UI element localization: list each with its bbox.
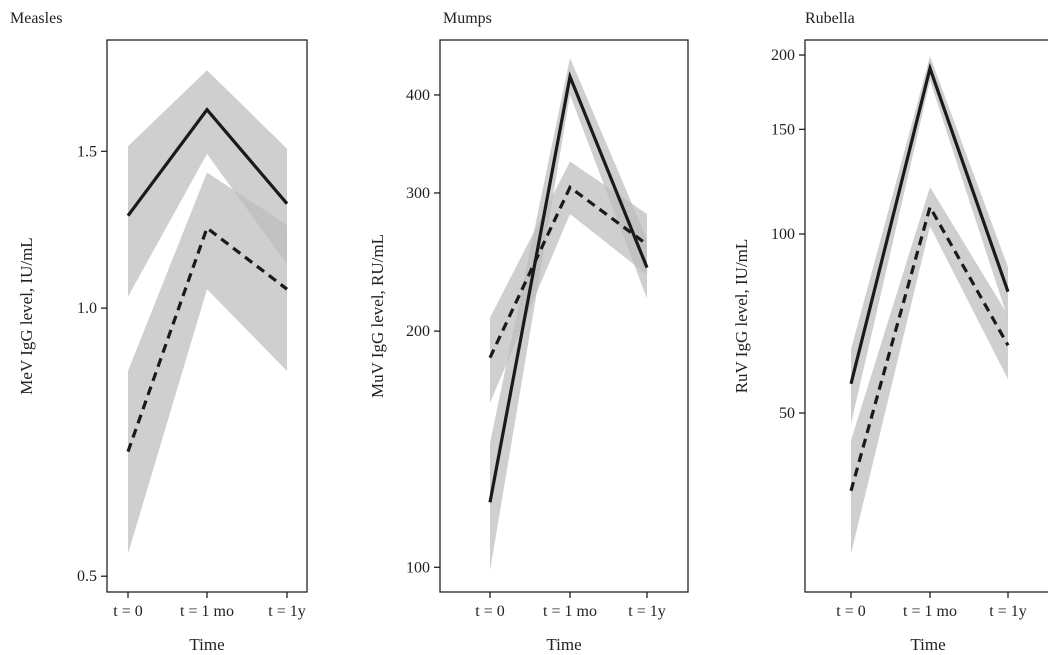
x-tick-label: t = 0 (836, 603, 865, 620)
ci-band-dashed-series (128, 172, 287, 554)
y-axis-label: MuV IgG level, RU/mL (368, 234, 387, 398)
x-tick-label: t = 0 (475, 603, 504, 620)
series-line-dashed (126, 225, 288, 453)
y-axis-label: RuV IgG level, IU/mL (732, 239, 751, 394)
y-tick-label: 200 (406, 323, 430, 340)
plot-frame (804, 39, 1048, 593)
y-axis-label: MeV IgG level, IU/mL (17, 237, 36, 394)
panel-mumps: Mumps Time MuV IgG level, RU/mL 100 200 30… (368, 10, 689, 654)
x-tick-label: t = 1y (268, 603, 305, 620)
plot-area (126, 70, 289, 554)
x-tick-label: t = 1y (628, 603, 665, 620)
y-tick-label: 100 (771, 226, 795, 243)
y-tick-label: 1.0 (77, 300, 97, 317)
x-axis-label: Time (910, 635, 945, 654)
x-axis-label: Time (546, 635, 581, 654)
series-line-dashed (488, 184, 648, 359)
panel-title: Measles (10, 10, 62, 27)
panel-rubella: Rubella Time RuV IgG level, IU/mL 50 100 1… (732, 10, 1048, 654)
plot-frame (439, 39, 689, 593)
x-tick-label: t = 0 (113, 603, 142, 620)
x-tick-label: t = 1 mo (903, 603, 957, 620)
x-tick-label: t = 1 mo (180, 603, 234, 620)
y-tick-label: 200 (771, 47, 795, 64)
x-tick-label: t = 1y (989, 603, 1026, 620)
series-line-solid (849, 62, 1010, 385)
panel-title: Rubella (805, 10, 855, 27)
y-tick-label: 400 (406, 87, 430, 104)
y-tick-label: 1.5 (77, 143, 97, 160)
panel-measles: Measles Time MeV IgG level, IU/mL 0.5 1.0… (10, 10, 308, 654)
y-tick-label: 50 (779, 405, 795, 422)
y-tick-label: 300 (406, 185, 430, 202)
ci-band-solid-series (851, 56, 1008, 424)
series-line-solid (126, 107, 289, 217)
x-tick-label: t = 1 mo (543, 603, 597, 620)
panel-title: Mumps (443, 10, 492, 27)
ci-band-solid-series (128, 70, 287, 297)
plot-area (849, 56, 1010, 554)
x-axis-label: Time (189, 635, 224, 654)
ci-band-dashed-series (490, 161, 647, 403)
y-tick-label: 0.5 (77, 568, 97, 585)
plot-area (488, 57, 649, 571)
series-line-solid (488, 71, 649, 503)
y-tick-label: 100 (406, 559, 430, 576)
series-line-dashed (849, 202, 1010, 492)
ci-band-solid-series (490, 57, 647, 571)
y-tick-label: 150 (771, 121, 795, 138)
